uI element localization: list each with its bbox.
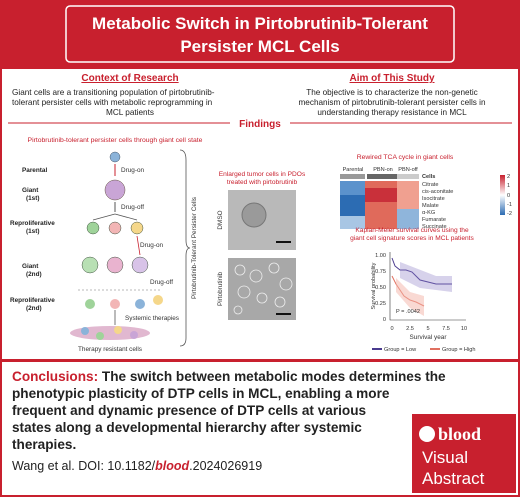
p-value: P = .0042 — [396, 309, 420, 315]
conclusion-line: phenotypic plasticity of DTP cells in MC… — [12, 386, 390, 401]
arrow-label: Drug-on — [121, 167, 145, 174]
condition-label: Pirtobrutinib — [217, 272, 224, 307]
colorbar-label: 2 — [507, 174, 510, 180]
caption: Pirtobrutinib-tolerant persister cells t… — [28, 137, 203, 144]
legend-title: Cells — [422, 174, 435, 180]
conclusion-text: Conclusions: The switch between metaboli… — [12, 369, 446, 384]
micrograph — [228, 258, 296, 320]
conclusion-line: states along a developmental hierarchy a… — [12, 420, 362, 435]
caption: treated with pirtobrutinib — [227, 179, 298, 186]
conclusion-line: therapies. — [12, 437, 76, 452]
badge-logo-icon — [419, 426, 435, 442]
badge-logo: blood — [438, 424, 481, 444]
y-tick-label: 1.00 — [375, 253, 386, 259]
column-label: PBN-off — [398, 167, 418, 173]
y-tick-label: 0 — [383, 317, 386, 323]
km-curve — [391, 257, 452, 285]
heatmap — [340, 174, 419, 229]
result-label: Therapy resistant cells — [78, 346, 142, 353]
cell-diagram — [70, 149, 191, 347]
header-band — [0, 0, 520, 68]
row-label: Succinate — [422, 224, 447, 230]
stage-label: Parental — [22, 167, 47, 174]
section-heading: Aim of This Study — [350, 73, 435, 84]
stage-label: Reproliferative — [10, 297, 55, 304]
column-label: Parental — [343, 167, 364, 173]
micrograph-cell — [241, 202, 267, 228]
caption: Kaplan-Meier survival curves using the — [355, 227, 469, 234]
colorbar-label: 0 — [507, 193, 510, 199]
badge-text: Visual — [422, 448, 468, 467]
citation-prefix: Wang et al. DOI: 10.1182/ — [12, 459, 156, 473]
aim-text: mechanism of pirtobrutinib-tolerant pers… — [298, 98, 485, 107]
ci-band — [400, 262, 452, 292]
column-label: PBN-on — [373, 167, 393, 173]
badge-text: Abstract — [422, 469, 485, 488]
axes — [389, 252, 466, 321]
row-label: Malate — [422, 203, 439, 209]
y-tick-label: 0.75 — [375, 269, 386, 275]
arrow-label: Drug-on — [140, 242, 164, 249]
section-heading: Context of Research — [81, 73, 178, 84]
x-tick-label: 7.5 — [442, 326, 450, 332]
legend-label: Group = Low — [384, 347, 417, 353]
citation-suffix: .2024026919 — [189, 459, 262, 473]
stage-label: Giant — [22, 187, 39, 194]
stage-label: Giant — [22, 263, 39, 270]
arrow-label: Drug-off — [150, 279, 173, 286]
arrow-label: Drug-off — [121, 204, 144, 211]
row-label: Fumarate — [422, 217, 446, 223]
x-tick-label: 0 — [390, 326, 393, 332]
title-frame — [65, 5, 455, 63]
legend-label: Group = High — [442, 347, 475, 353]
title-line: Persister MCL Cells — [180, 37, 339, 56]
x-tick-label: 5 — [426, 326, 429, 332]
row-label: cis-aconitate — [422, 189, 453, 195]
colorbar-label: 1 — [507, 183, 510, 189]
conclusion-heading: Conclusions: — [12, 369, 98, 384]
row-label: Citrate — [422, 182, 438, 188]
stage-label: (1st) — [26, 228, 40, 235]
side-label: Pirtobrutinib-Tolerant Persister Cells — [191, 197, 198, 299]
stage-label: (2nd) — [26, 271, 42, 278]
micrograph-cells — [233, 262, 293, 315]
context-text: tolerant persister cells with metabolic … — [12, 98, 213, 107]
aim-text: The objective is to characterize the non… — [306, 88, 478, 97]
title-line: Metabolic Switch in Pirtobrutinib-Tolera… — [92, 14, 428, 33]
systemic-label: Systemic therapies — [125, 315, 179, 322]
ci-band — [396, 278, 424, 316]
y-axis-label: Survival probability — [371, 262, 377, 309]
caption: giant cell signature scores in MCL patie… — [350, 235, 474, 242]
caption: Rewired TCA cycle in giant cells — [357, 154, 454, 161]
aim-text: understanding therapy resistance in MCL — [317, 108, 467, 117]
stage-label: (2nd) — [26, 305, 42, 312]
conclusion-line: The switch between metabolic modes deter… — [102, 369, 446, 384]
citation-journal: blood — [155, 459, 189, 473]
condition-label: DMSO — [217, 210, 224, 229]
y-tick-label: 0.50 — [375, 285, 386, 291]
colorbar-label: -2 — [507, 211, 512, 217]
context-text: Giant cells are a transitioning populati… — [12, 88, 215, 97]
stage-label: Reproliferative — [10, 220, 55, 227]
conclusion-line: frequent and dynamic presence of DTP cel… — [12, 403, 366, 418]
context-text: MCL patients — [106, 108, 154, 117]
row-label: Isocitrate — [422, 196, 445, 202]
x-tick-label: 2.5 — [406, 326, 414, 332]
x-axis-label: Survival year — [410, 334, 448, 341]
x-tick-label: 10 — [461, 326, 467, 332]
section-heading: Findings — [239, 119, 281, 130]
row-label: α-KG — [422, 210, 435, 216]
y-tick-label: 0.25 — [375, 301, 386, 307]
colorbar — [500, 175, 505, 215]
caption: Enlarged tumor cells in PDOs — [219, 171, 306, 178]
stage-label: (1st) — [26, 195, 40, 202]
colorbar-label: -1 — [507, 202, 512, 208]
citation: Wang et al. DOI: 10.1182/blood.202402691… — [12, 459, 262, 473]
